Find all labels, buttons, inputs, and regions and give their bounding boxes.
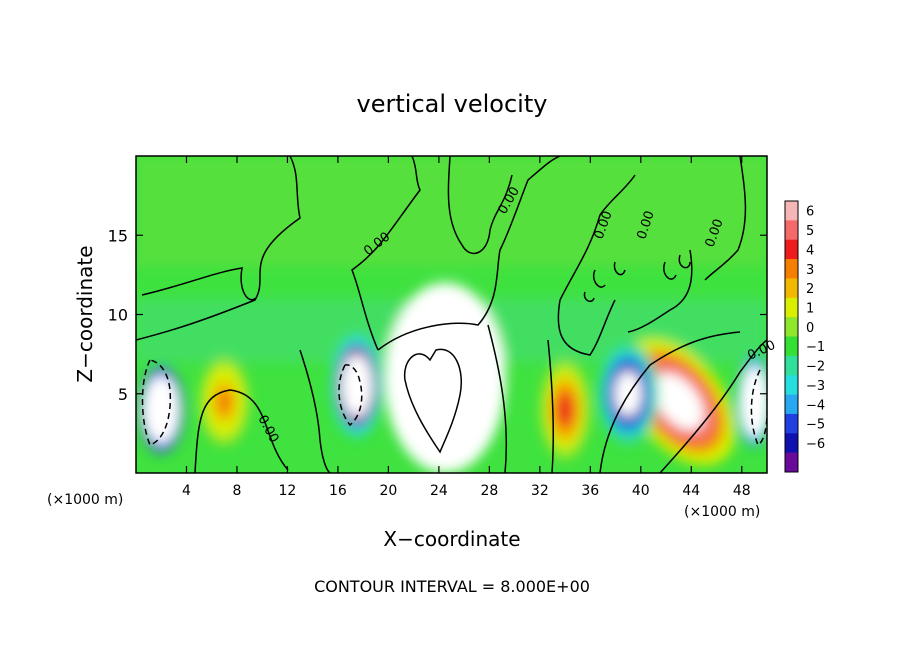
contour-line [559, 174, 636, 301]
contour-line [377, 156, 561, 351]
colorbar-swatch [785, 201, 798, 221]
colorbar-swatch [785, 297, 798, 318]
updraft-region [557, 394, 573, 425]
colorbar-tick-label: −3 [806, 379, 825, 394]
colorbar-swatch [785, 355, 798, 376]
y-tick-label: 5 [118, 385, 128, 404]
contour-line [141, 267, 257, 301]
colorbar-tick-label: 5 [806, 224, 814, 239]
contour-line [487, 324, 508, 473]
x-tick-label: 36 [581, 483, 599, 499]
contour-line [136, 156, 301, 341]
contour-line [599, 331, 741, 473]
colorbar-tick-label: 4 [806, 243, 814, 258]
contour-line [403, 348, 462, 454]
x-tick-label: 12 [279, 483, 297, 499]
colorbar-swatch [785, 394, 798, 415]
x-tick-label: 20 [379, 483, 397, 499]
colorbar-tick-label: 3 [806, 263, 814, 278]
x-unit-note: (×1000 m) [684, 504, 760, 520]
colorbar-swatch [785, 336, 798, 357]
x-axis: 4 8 12 16 20 24 28 32 36 40 44 48 [182, 156, 751, 499]
x-tick-label: 4 [182, 483, 191, 499]
updraft-region [661, 382, 696, 421]
colorbar-swatch [785, 433, 798, 453]
downdraft-region [154, 396, 169, 423]
contour-line [338, 364, 363, 427]
contour-line [194, 389, 289, 473]
updraft-region [216, 388, 232, 415]
colorbar-frame [784, 200, 799, 473]
y-tick-label: 15 [108, 226, 128, 245]
contour-line [447, 156, 513, 255]
colorbar-tick-label: −2 [806, 360, 825, 375]
contour-line [557, 299, 616, 356]
contour-line [299, 349, 331, 473]
colorbar-tick-label: 0 [806, 321, 814, 336]
velocity-field [136, 156, 767, 473]
x-tick-label: 24 [430, 483, 448, 499]
x-tick-label: 44 [682, 483, 700, 499]
x-tick-label: 8 [232, 483, 241, 499]
downdraft-region [349, 370, 365, 402]
contour-line [583, 254, 691, 303]
downdraft-region [749, 388, 760, 415]
upper-field [136, 156, 767, 266]
colorbar-tick-label: 1 [806, 301, 814, 316]
colorbar-tick-label: −6 [806, 437, 825, 452]
colorbar-swatch [785, 220, 798, 241]
colorbar-swatch [785, 259, 798, 279]
colorbar-swatch [785, 239, 798, 260]
colorbar-tick-label: 6 [806, 205, 814, 220]
chart-title: vertical velocity [357, 90, 548, 118]
y-axis-label: Z−coordinate [73, 245, 97, 382]
colorbar-swatch [785, 375, 798, 395]
contour-line [351, 156, 421, 351]
contour-interval-note: CONTOUR INTERVAL = 8.000E+00 [314, 577, 590, 596]
colorbar-tick-label: 2 [806, 282, 814, 297]
colorbar-tick-label: −1 [806, 340, 825, 355]
contour-line [659, 339, 767, 473]
z-unit-note: (×1000 m) [47, 492, 123, 508]
x-tick-label: 16 [329, 483, 347, 499]
colorbar-tick-label: −4 [806, 398, 825, 413]
updraft-region [427, 349, 464, 407]
x-tick-label: 40 [632, 483, 650, 499]
colorbar-swatch [785, 413, 798, 434]
x-axis-label: X−coordinate [383, 527, 520, 551]
x-tick-label: 28 [480, 483, 498, 499]
contour-line [704, 156, 747, 281]
y-tick-label: 10 [108, 306, 128, 325]
x-tick-label: 32 [531, 483, 549, 499]
x-tick-label: 48 [733, 483, 751, 499]
zero-contours [136, 156, 767, 473]
contour-line [547, 339, 554, 473]
colorbar-swatch [785, 452, 798, 473]
plot-area: 0.00 0.00 0.00 0.00 0.00 0.00 0.00 4 8 12 1… [108, 155, 778, 499]
colorbar-swatch [785, 278, 798, 299]
colorbar-tick-label: −5 [806, 418, 825, 433]
colorbar-swatch [785, 317, 798, 337]
y-axis: 5 10 15 [108, 226, 767, 404]
colorbar: 6 5 4 3 2 1 0 −1 −2 −3 −4 −5 −6 [784, 200, 825, 473]
contour-line [627, 249, 693, 333]
